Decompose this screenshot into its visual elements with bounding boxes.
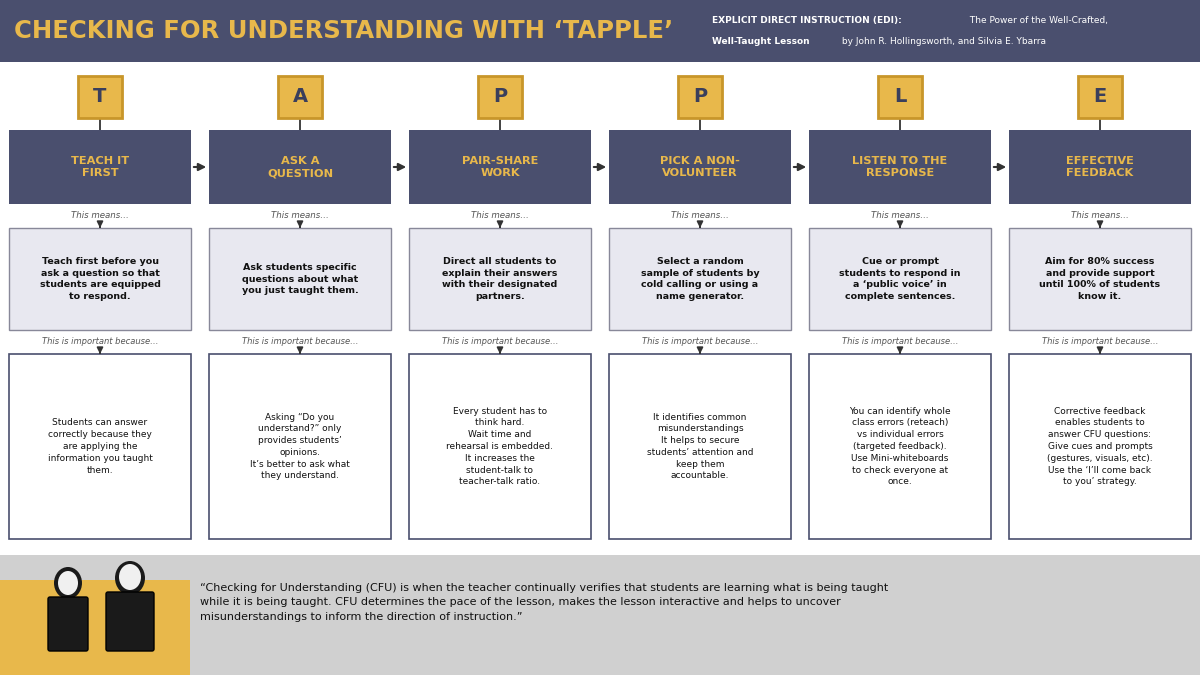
Text: “Checking for Understanding (CFU) is when the teacher continually verifies that : “Checking for Understanding (CFU) is whe… (200, 583, 888, 622)
Bar (809, 354, 991, 539)
Text: This means…: This means… (1072, 211, 1129, 220)
Ellipse shape (58, 571, 78, 595)
Bar (209, 130, 391, 204)
Text: P: P (692, 88, 707, 107)
Text: This means…: This means… (871, 211, 929, 220)
Bar (1009, 354, 1190, 539)
Text: This is important because…: This is important because… (841, 337, 959, 346)
Text: This is important because…: This is important because… (442, 337, 558, 346)
Bar (278, 76, 322, 118)
Text: EFFECTIVE
FEEDBACK: EFFECTIVE FEEDBACK (1066, 156, 1134, 178)
Bar (809, 130, 991, 204)
Text: Every student has to
think hard.
Wait time and
rehearsal is embedded.
It increas: Every student has to think hard. Wait ti… (446, 406, 553, 487)
Text: Cue or prompt
students to respond in
a ‘public voice’ in
complete sentences.: Cue or prompt students to respond in a ‘… (839, 256, 961, 301)
Text: Teach first before you
ask a question so that
students are equipped
to respond.: Teach first before you ask a question so… (40, 256, 161, 301)
Text: This means…: This means… (71, 211, 128, 220)
Text: Well-Taught Lesson: Well-Taught Lesson (712, 36, 810, 45)
Text: LISTEN TO THE
RESPONSE: LISTEN TO THE RESPONSE (852, 156, 948, 178)
Bar (610, 354, 791, 539)
Text: This means…: This means… (271, 211, 329, 220)
Bar (809, 228, 991, 330)
Text: Aim for 80% success
and provide support
until 100% of students
know it.: Aim for 80% success and provide support … (1039, 256, 1160, 301)
Text: Ask students specific
questions about what
you just taught them.: Ask students specific questions about wh… (241, 263, 359, 295)
Text: It identifies common
misunderstandings
It helps to secure
students’ attention an: It identifies common misunderstandings I… (647, 412, 754, 481)
Bar (209, 354, 391, 539)
Text: This is important because…: This is important because… (642, 337, 758, 346)
Text: T: T (94, 88, 107, 107)
Text: Select a random
sample of students by
cold calling or using a
name generator.: Select a random sample of students by co… (641, 256, 760, 301)
Bar (409, 354, 592, 539)
Text: E: E (1093, 88, 1106, 107)
Ellipse shape (115, 561, 145, 595)
Bar (209, 228, 391, 330)
Bar (0, 0, 1200, 62)
Bar (610, 228, 791, 330)
Bar (678, 76, 722, 118)
Bar (10, 354, 191, 539)
Bar (78, 76, 122, 118)
Bar (10, 228, 191, 330)
Bar (409, 228, 592, 330)
Text: You can identify whole
class errors (reteach)
vs individual errors
(targeted fee: You can identify whole class errors (ret… (850, 406, 950, 487)
FancyBboxPatch shape (48, 597, 88, 651)
Bar (10, 130, 191, 204)
Text: CHECKING FOR UNDERSTANDING WITH ‘TAPPLE’: CHECKING FOR UNDERSTANDING WITH ‘TAPPLE’ (14, 19, 673, 43)
Text: L: L (894, 88, 906, 107)
Text: This is important because…: This is important because… (42, 337, 158, 346)
Text: Asking “Do you
understand?” only
provides students’
opinions.
It’s better to ask: Asking “Do you understand?” only provide… (250, 412, 350, 481)
Text: PICK A NON-
VOLUNTEER: PICK A NON- VOLUNTEER (660, 156, 740, 178)
Text: The Power of the Well-Crafted,: The Power of the Well-Crafted, (967, 16, 1108, 26)
FancyBboxPatch shape (106, 592, 154, 651)
Bar (0, 580, 190, 675)
Text: Direct all students to
explain their answers
with their designated
partners.: Direct all students to explain their ans… (443, 256, 558, 301)
Bar (610, 130, 791, 204)
Bar (1078, 76, 1122, 118)
Bar (1009, 228, 1190, 330)
Bar (1009, 130, 1190, 204)
Text: This means…: This means… (671, 211, 728, 220)
Text: A: A (293, 88, 307, 107)
Bar (878, 76, 922, 118)
Text: by John R. Hollingsworth, and Silvia E. Ybarra: by John R. Hollingsworth, and Silvia E. … (839, 36, 1046, 45)
Bar (0, 555, 1200, 675)
Bar (478, 76, 522, 118)
Text: PAIR-SHARE
WORK: PAIR-SHARE WORK (462, 156, 538, 178)
Bar (409, 130, 592, 204)
Text: This is important because…: This is important because… (1042, 337, 1158, 346)
Text: Corrective feedback
enables students to
answer CFU questions:
Give cues and prom: Corrective feedback enables students to … (1048, 406, 1153, 487)
Text: EXPLICIT DIRECT INSTRUCTION (EDI):: EXPLICIT DIRECT INSTRUCTION (EDI): (712, 16, 901, 26)
Text: This means…: This means… (472, 211, 529, 220)
Text: This is important because…: This is important because… (241, 337, 359, 346)
Text: ASK A
QUESTION: ASK A QUESTION (266, 156, 334, 178)
Ellipse shape (119, 564, 142, 590)
Ellipse shape (54, 567, 82, 599)
Text: Students can answer
correctly because they
are applying the
information you taug: Students can answer correctly because th… (48, 418, 152, 475)
Text: TEACH IT
FIRST: TEACH IT FIRST (71, 156, 130, 178)
Text: P: P (493, 88, 508, 107)
